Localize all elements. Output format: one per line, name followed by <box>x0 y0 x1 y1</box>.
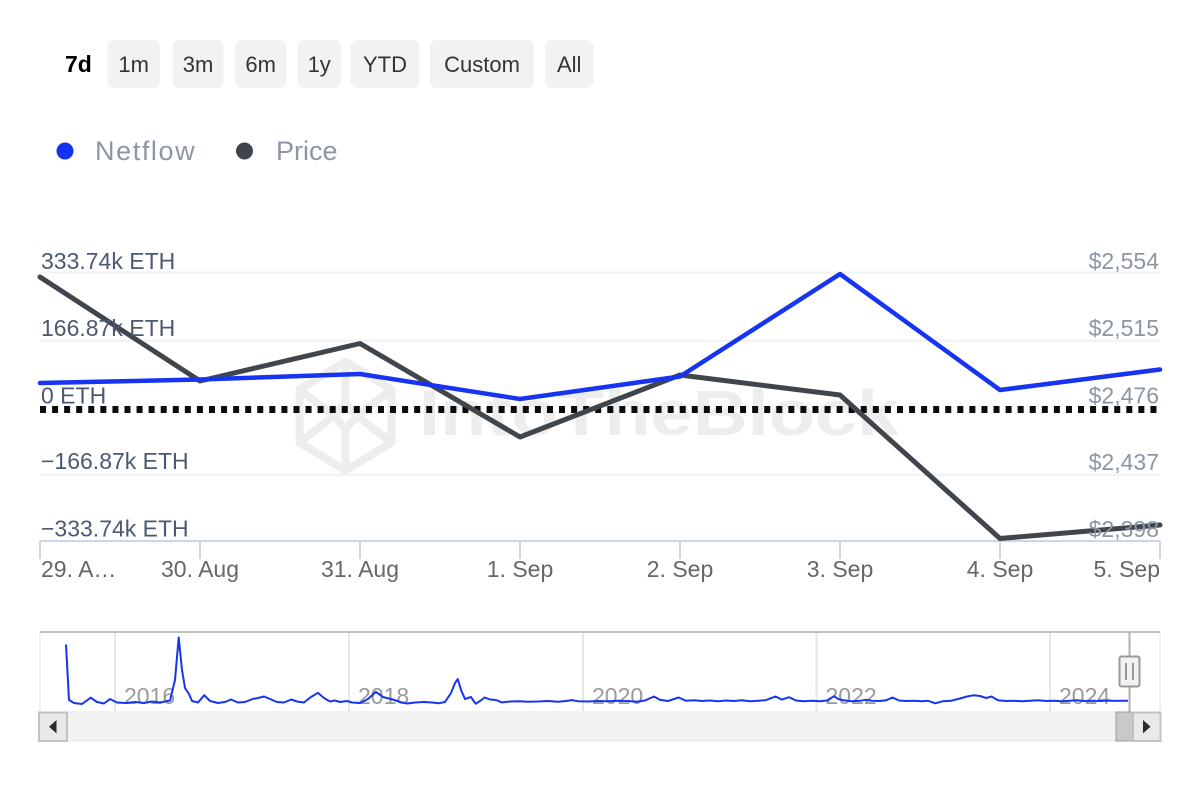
svg-text:2. Sep: 2. Sep <box>647 556 714 582</box>
svg-text:$2,437: $2,437 <box>1089 449 1159 475</box>
svg-text:1m: 1m <box>118 52 149 77</box>
svg-text:Price: Price <box>276 136 338 166</box>
svg-text:$2,554: $2,554 <box>1089 248 1160 274</box>
svg-text:5. Sep: 5. Sep <box>1094 556 1161 582</box>
svg-text:2016: 2016 <box>124 683 175 709</box>
svg-text:3. Sep: 3. Sep <box>807 556 874 582</box>
svg-text:$2,515: $2,515 <box>1089 315 1159 341</box>
svg-text:Netflow: Netflow <box>95 136 196 166</box>
svg-text:29. A…: 29. A… <box>41 556 116 582</box>
svg-text:2020: 2020 <box>592 683 643 709</box>
svg-text:7d: 7d <box>65 51 92 77</box>
svg-text:31. Aug: 31. Aug <box>321 556 399 582</box>
svg-text:2018: 2018 <box>358 683 409 709</box>
svg-text:−333.74k ETH: −333.74k ETH <box>41 516 189 542</box>
svg-text:1. Sep: 1. Sep <box>487 556 554 582</box>
svg-text:6m: 6m <box>245 52 276 77</box>
svg-text:$2,398: $2,398 <box>1089 516 1159 542</box>
svg-text:$2,476: $2,476 <box>1089 383 1159 409</box>
svg-text:333.74k ETH: 333.74k ETH <box>41 248 175 274</box>
svg-text:0 ETH: 0 ETH <box>41 383 106 409</box>
svg-text:2024: 2024 <box>1059 683 1110 709</box>
svg-text:−166.87k ETH: −166.87k ETH <box>41 448 189 474</box>
svg-text:4. Sep: 4. Sep <box>967 556 1034 582</box>
svg-text:Custom: Custom <box>444 52 520 77</box>
svg-text:3m: 3m <box>183 52 214 77</box>
svg-text:YTD: YTD <box>363 52 407 77</box>
svg-text:All: All <box>557 52 581 77</box>
svg-text:30. Aug: 30. Aug <box>161 556 239 582</box>
svg-text:166.87k ETH: 166.87k ETH <box>41 315 175 341</box>
svg-text:1y: 1y <box>308 52 331 77</box>
